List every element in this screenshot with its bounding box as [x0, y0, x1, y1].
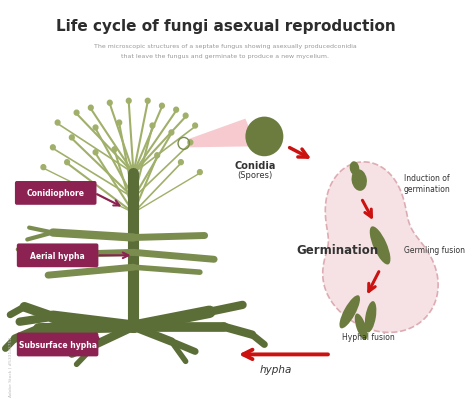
- Text: Germination: Germination: [296, 243, 378, 256]
- Circle shape: [183, 114, 188, 119]
- Text: Subsurface hypha: Subsurface hypha: [18, 340, 97, 349]
- Text: Life cycle of fungi asexual reproduction: Life cycle of fungi asexual reproduction: [55, 19, 395, 34]
- Text: Adobe Stock | #533143752: Adobe Stock | #533143752: [8, 337, 12, 396]
- Circle shape: [117, 121, 122, 126]
- Ellipse shape: [350, 162, 359, 176]
- Text: that leave the fungus and germinate to produce a new mycelium.: that leave the fungus and germinate to p…: [121, 54, 329, 59]
- Circle shape: [55, 121, 60, 126]
- Circle shape: [198, 170, 202, 175]
- Text: Induction of
germination: Induction of germination: [404, 174, 451, 193]
- Circle shape: [188, 141, 193, 145]
- Circle shape: [51, 145, 55, 150]
- Circle shape: [93, 150, 98, 156]
- Text: hypha: hypha: [260, 364, 292, 374]
- Ellipse shape: [370, 227, 391, 265]
- Ellipse shape: [355, 314, 367, 340]
- Circle shape: [193, 124, 198, 129]
- Circle shape: [169, 131, 174, 136]
- Ellipse shape: [339, 296, 360, 328]
- Circle shape: [174, 108, 179, 113]
- Circle shape: [179, 160, 183, 165]
- Circle shape: [41, 165, 46, 170]
- Circle shape: [246, 117, 283, 157]
- Circle shape: [146, 99, 150, 104]
- Circle shape: [127, 99, 131, 104]
- Circle shape: [155, 153, 160, 158]
- FancyBboxPatch shape: [17, 244, 99, 268]
- Text: Conidia: Conidia: [234, 161, 275, 171]
- Ellipse shape: [352, 170, 367, 192]
- Polygon shape: [323, 162, 438, 333]
- Circle shape: [70, 136, 74, 141]
- Circle shape: [65, 160, 70, 165]
- Text: Conidiophore: Conidiophore: [27, 189, 85, 198]
- Text: Aerial hypha: Aerial hypha: [30, 251, 85, 260]
- Circle shape: [160, 104, 164, 109]
- Circle shape: [150, 124, 155, 129]
- Circle shape: [74, 111, 79, 116]
- Text: Germling fusion: Germling fusion: [404, 245, 465, 254]
- Ellipse shape: [365, 301, 376, 333]
- Text: The microscopic structures of a septate fungus showing asexually producedconidia: The microscopic structures of a septate …: [94, 44, 357, 49]
- Polygon shape: [188, 119, 257, 148]
- FancyBboxPatch shape: [17, 333, 99, 356]
- Circle shape: [108, 101, 112, 106]
- Text: (Spores): (Spores): [237, 171, 273, 180]
- Circle shape: [89, 106, 93, 111]
- FancyBboxPatch shape: [15, 181, 97, 205]
- Circle shape: [93, 126, 98, 131]
- Text: Hyphal fusion: Hyphal fusion: [342, 332, 395, 341]
- Circle shape: [112, 147, 117, 152]
